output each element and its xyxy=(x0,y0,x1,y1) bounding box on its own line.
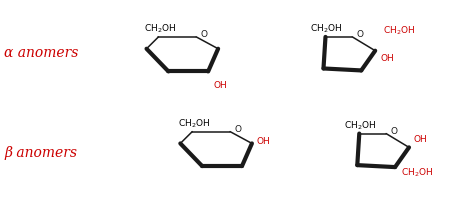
Text: OH: OH xyxy=(257,137,271,146)
Text: OH: OH xyxy=(213,81,227,90)
Text: CH$_2$OH: CH$_2$OH xyxy=(383,24,415,37)
Text: CH$_2$OH: CH$_2$OH xyxy=(310,22,343,35)
Text: OH: OH xyxy=(414,135,428,144)
Text: CH$_2$OH: CH$_2$OH xyxy=(178,117,210,130)
Text: β anomers: β anomers xyxy=(4,146,77,160)
Text: CH$_2$OH: CH$_2$OH xyxy=(144,22,177,35)
Text: O: O xyxy=(357,30,364,39)
Text: O: O xyxy=(201,30,208,39)
Text: CH$_2$OH: CH$_2$OH xyxy=(344,119,376,132)
Text: CH$_2$OH: CH$_2$OH xyxy=(401,166,433,179)
Text: O: O xyxy=(391,127,398,136)
Text: α anomers: α anomers xyxy=(4,46,79,60)
Text: OH: OH xyxy=(380,54,394,63)
Text: O: O xyxy=(235,125,241,134)
